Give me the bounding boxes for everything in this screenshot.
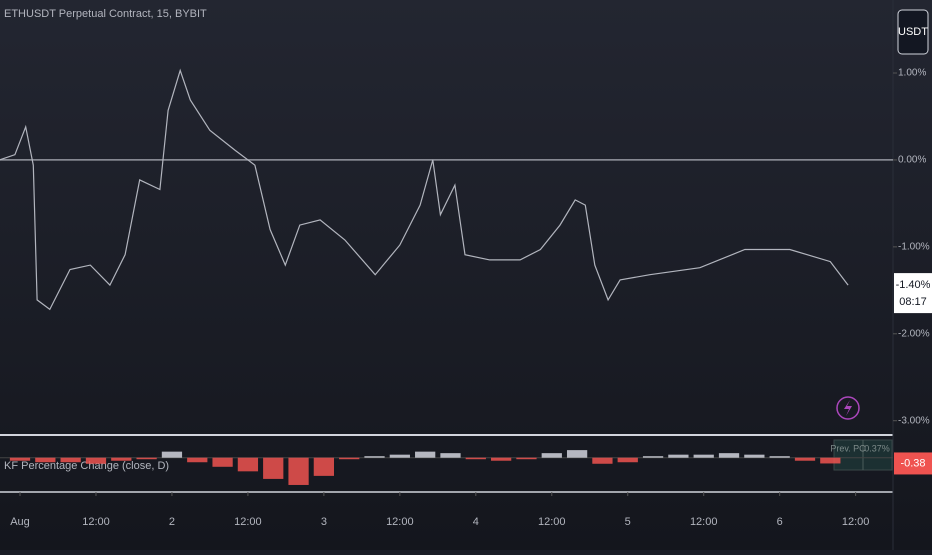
x-tick-label: 4	[473, 516, 479, 528]
chart-title: ETHUSDT Perpetual Contract, 15, BYBIT	[4, 8, 207, 20]
indicator-bar	[60, 457, 81, 463]
indicator-bar	[566, 450, 588, 458]
indicator-bar	[35, 457, 56, 463]
indicator-bar	[263, 457, 284, 479]
indicator-bar	[516, 457, 537, 460]
x-tick-label: 3	[321, 516, 327, 528]
indicator-bar	[820, 457, 841, 464]
last-price-label: -1.40%	[896, 279, 931, 291]
alert-icon[interactable]	[836, 396, 860, 420]
indicator-bar	[642, 456, 664, 458]
y-tick-label: -2.00%	[898, 328, 930, 339]
indicator-bar	[592, 457, 613, 464]
countdown-label: 08:17	[899, 296, 927, 308]
indicator-bar	[111, 457, 132, 461]
indicator-bar	[617, 457, 638, 463]
indicator-bar	[744, 454, 765, 458]
indicator-bar	[693, 454, 714, 458]
indicator-bar	[339, 457, 360, 460]
indicator-bar	[769, 456, 790, 458]
indicator-last-label: -0.38	[900, 457, 925, 469]
indicator-bar	[288, 457, 309, 485]
indicator-bar	[465, 457, 486, 460]
x-tick-label: 12:00	[386, 516, 414, 528]
indicator-bar	[364, 456, 385, 458]
indicator-bar	[85, 457, 107, 464]
indicator-bar	[415, 451, 436, 458]
indicator-bar	[440, 453, 461, 458]
indicator-bar	[136, 457, 157, 460]
x-tick-label: 6	[777, 516, 783, 528]
y-tick-label: 1.00%	[898, 68, 926, 79]
y-tick-label: 0.00%	[898, 155, 926, 166]
indicator-bar	[794, 457, 816, 461]
indicator-prev-label: Prev. PC	[830, 443, 866, 453]
x-tick-label: 12:00	[690, 516, 718, 528]
x-tick-label: 12:00	[82, 516, 110, 528]
price-line	[0, 68, 849, 311]
currency-button[interactable]	[897, 9, 929, 55]
indicator-bar	[668, 454, 689, 458]
indicator-bar	[541, 453, 562, 458]
y-tick-label: -3.00%	[898, 415, 930, 426]
y-tick-label: -1.00%	[898, 241, 930, 252]
x-tick-label: 12:00	[842, 516, 870, 528]
indicator-bar	[718, 453, 740, 458]
last-price-box	[894, 273, 932, 314]
alert-icon-bolt	[844, 400, 852, 416]
indicator-bar	[313, 457, 335, 476]
x-tick-label: 12:00	[538, 516, 566, 528]
indicator-bar	[212, 457, 233, 467]
indicator-last-box	[894, 452, 932, 475]
indicator-bar	[161, 451, 183, 458]
x-tick-label: Aug	[10, 516, 30, 528]
indicator-title: KF Percentage Change (close, D)	[4, 460, 169, 472]
indicator-bar	[491, 457, 512, 461]
x-tick-label: 12:00	[234, 516, 262, 528]
indicator-prev-value: 0.37%	[864, 443, 890, 453]
currency-label[interactable]: USDT	[898, 26, 928, 38]
x-tick-label: 2	[169, 516, 175, 528]
indicator-bar	[389, 454, 410, 458]
indicator-bar	[9, 457, 31, 461]
indicator-bar	[237, 457, 259, 472]
x-tick-label: 5	[625, 516, 631, 528]
indicator-bar	[187, 457, 208, 463]
